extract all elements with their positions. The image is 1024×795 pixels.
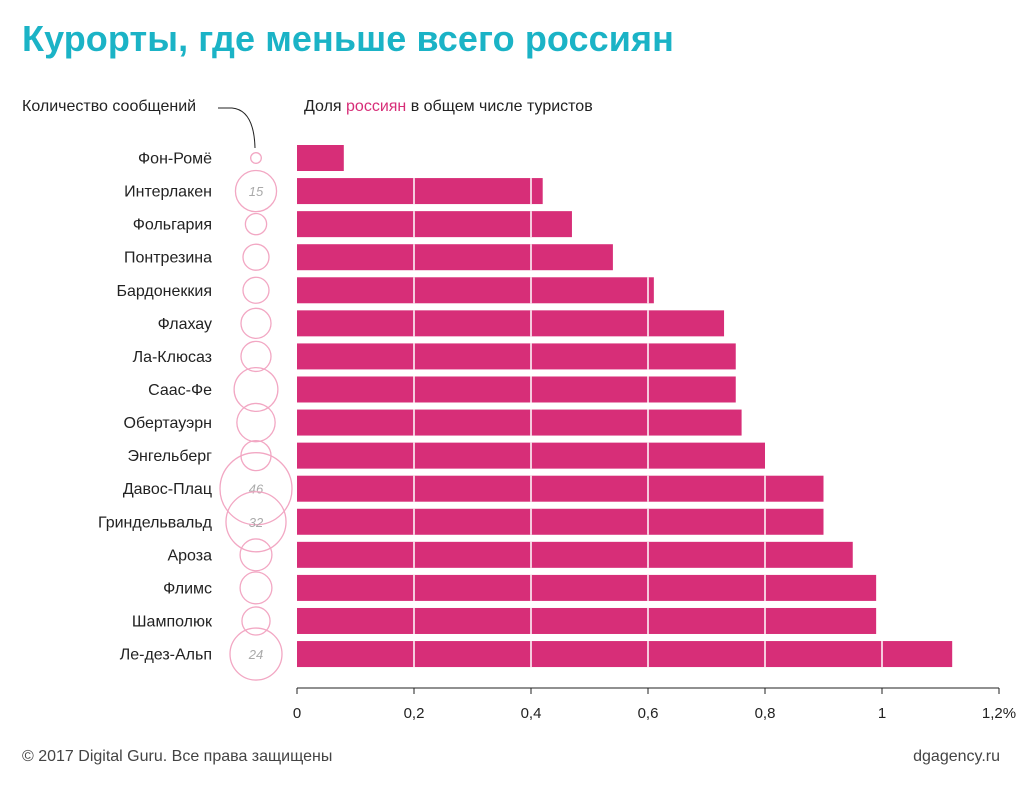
bar (297, 178, 543, 205)
message-bubble (240, 340, 272, 373)
category-label: Интерлакен (124, 184, 212, 201)
bar (297, 409, 742, 436)
bar (297, 641, 953, 668)
bar (297, 475, 824, 502)
count-label-connector (218, 107, 256, 149)
share-label: Доля россиян в общем числе туристов (304, 98, 593, 116)
x-tick-label: 0,6 (638, 705, 659, 722)
category-label: Фольгария (133, 217, 212, 234)
message-bubble (240, 307, 272, 340)
x-tick-label: 0 (293, 705, 301, 722)
site-link[interactable]: dgagency.ru (913, 748, 1000, 765)
message-bubbles: 15 46 32 24 (219, 152, 293, 681)
message-bubble (242, 243, 270, 271)
x-axis: 0 0,2 0,4 0,6 0,8 1 1,2% (293, 687, 1016, 722)
bubble-count-label: 32 (249, 515, 264, 530)
bar (297, 211, 572, 238)
bar (297, 541, 853, 568)
page-title: Курорты, где меньше всего россиян (22, 18, 674, 59)
copyright-text: © 2017 Digital Guru. Все права защищены (22, 748, 333, 765)
bar (297, 145, 344, 171)
category-label: Флимс (163, 580, 212, 597)
category-label: Фон-Ромё (138, 151, 212, 168)
message-bubble (239, 571, 273, 605)
category-label: Саас-Фе (148, 382, 212, 399)
bar (297, 244, 613, 271)
bar (297, 277, 654, 304)
bar (297, 376, 736, 403)
x-tick-label: 1 (878, 705, 886, 722)
category-label: Ла-Клюсаз (133, 349, 212, 366)
category-label: Энгельберг (128, 448, 213, 465)
bubble-count-label: 24 (248, 647, 263, 662)
message-bubble (236, 402, 276, 443)
message-bubble (242, 276, 270, 304)
x-tick-label: 1,2% (982, 705, 1016, 722)
category-label: Понтрезина (124, 250, 212, 267)
message-count-label: Количество сообщений (22, 98, 197, 115)
bar (297, 574, 877, 601)
bubble-count-label: 15 (249, 184, 264, 199)
bar (297, 310, 725, 337)
category-label: Шамполюк (132, 613, 213, 630)
x-tick-label: 0,2 (404, 705, 425, 722)
message-bubble (234, 169, 278, 213)
x-tick-label: 0,4 (521, 705, 542, 722)
message-bubble (225, 491, 287, 553)
category-label: Флахау (158, 316, 212, 333)
bubble-count-label: 46 (249, 482, 264, 497)
bar (297, 508, 824, 535)
share-label-before: Доля (304, 98, 347, 115)
category-label: Давос-Плац (123, 481, 212, 498)
gridlines (413, 178, 883, 668)
bar (297, 607, 877, 634)
x-tick-label: 0,8 (755, 705, 776, 722)
share-label-after: в общем числе туристов (406, 98, 593, 115)
category-label: Бардонеккия (117, 283, 213, 300)
category-label: Ле-дез-Альп (120, 647, 212, 664)
message-bubble (229, 627, 283, 681)
message-bubble (244, 212, 268, 236)
share-label-accent: россиян (346, 98, 407, 115)
bar (297, 343, 736, 370)
message-bubble (219, 452, 293, 526)
category-labels: Фон-Ромё Интерлакен Фольгария Понтрезина Бар… (98, 151, 213, 664)
bars (297, 145, 953, 668)
message-bubble (241, 606, 271, 636)
message-bubble (250, 152, 262, 164)
category-label: Гриндельвальд (98, 514, 213, 531)
category-label: Ароза (167, 547, 212, 564)
message-bubble (239, 538, 273, 572)
message-bubble (240, 439, 272, 472)
category-label: Обертауэрн (124, 415, 212, 432)
message-bubble (233, 366, 279, 413)
